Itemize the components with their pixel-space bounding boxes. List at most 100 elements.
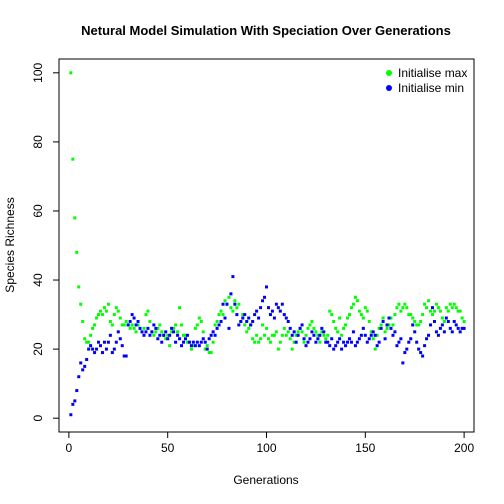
data-point [324,337,328,341]
data-point [91,347,95,351]
data-point [205,347,209,351]
data-point [134,323,138,327]
data-point [330,313,334,317]
data-point [344,344,348,348]
data-point [130,323,134,327]
data-point [399,309,403,313]
data-point [409,313,413,317]
data-point [349,306,353,310]
data-point [284,333,288,337]
x-tick-label: 150 [355,441,375,455]
y-tick-label: 100 [31,62,45,82]
data-point [456,326,460,330]
data-point [314,330,318,334]
data-point [207,351,211,355]
legend-label: Initialise max [398,66,467,80]
data-point [227,326,231,330]
data-point [259,337,263,341]
data-point [87,347,91,351]
data-point [231,309,235,313]
data-point [114,306,118,310]
data-point [419,351,423,355]
legend-marker [386,85,392,91]
data-point [462,326,466,330]
data-point [97,340,101,344]
y-tick-label: 40 [31,273,45,287]
data-point [353,344,357,348]
data-point [448,326,452,330]
data-point [389,316,393,320]
data-point [83,337,87,341]
data-point [178,337,182,341]
data-point [377,340,381,344]
data-point [116,309,120,313]
data-point [349,340,353,344]
data-point [417,347,421,351]
data-point [154,326,158,330]
data-point [118,337,122,341]
data-point [164,337,168,341]
data-point [245,330,249,334]
data-point [235,306,239,310]
data-point [241,313,245,317]
data-point [444,316,448,320]
data-point [221,302,225,306]
data-point [385,323,389,327]
data-point [193,344,197,348]
data-point [391,323,395,327]
data-point [365,309,369,313]
legend-marker [386,70,392,76]
data-point [340,347,344,351]
data-point [124,319,128,323]
data-point [229,292,233,296]
data-point [288,337,292,341]
data-point [334,344,338,348]
data-point [314,340,318,344]
data-point [344,323,348,327]
data-point [104,309,108,313]
data-point [407,313,411,317]
data-point [197,344,201,348]
data-point [432,309,436,313]
data-point [166,337,170,341]
data-point [387,323,391,327]
data-point [99,309,102,313]
data-point [296,330,300,334]
data-point [211,340,215,344]
data-point [417,323,421,327]
data-point [197,316,201,320]
data-point [361,316,365,320]
data-point [434,302,438,306]
data-point [432,319,436,323]
data-point [162,333,166,337]
data-point [180,323,184,327]
data-point [241,316,245,320]
data-point [75,389,79,393]
data-point [308,323,312,327]
data-point [355,299,359,303]
data-point [326,333,330,337]
data-point [421,313,425,317]
data-points [69,71,466,417]
data-point [462,319,466,323]
data-point [292,340,296,344]
data-point [411,323,415,327]
data-point [134,330,138,334]
data-point [456,309,460,313]
data-point [251,319,255,323]
data-point [409,337,413,341]
data-point [318,340,322,344]
data-point [170,326,174,330]
data-point [251,337,255,341]
data-point [257,316,261,320]
data-point [81,319,85,323]
data-point [97,313,101,317]
data-point [144,313,148,317]
data-point [138,326,142,330]
data-point [77,375,81,379]
data-point [310,330,314,334]
data-point [266,306,270,310]
data-point [310,319,314,323]
data-point [152,323,156,327]
data-point [434,330,438,334]
